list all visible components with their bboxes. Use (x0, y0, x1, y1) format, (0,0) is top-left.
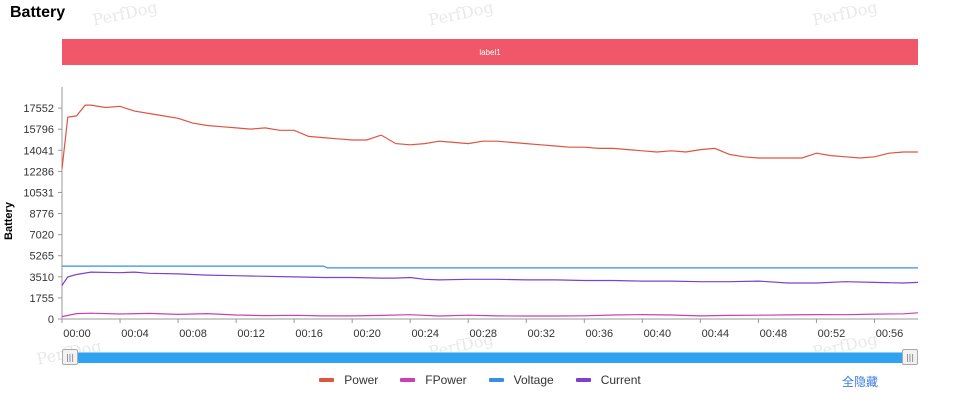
slider-track[interactable] (74, 352, 906, 363)
legend-swatch (400, 378, 416, 382)
y-tick-label: 8776 (30, 209, 54, 221)
page-title: Battery (10, 4, 66, 21)
series-line-voltage[interactable] (62, 265, 918, 269)
series-line-power[interactable] (61, 104, 918, 169)
label-band: label1 (62, 39, 918, 65)
x-tick-label: 00:28 (469, 328, 497, 340)
y-tick-label: 15796 (23, 124, 54, 136)
hide-all-link[interactable]: 全隐藏 (842, 375, 879, 389)
x-tick-label: 00:08 (179, 328, 207, 340)
time-range-slider[interactable]: ||| ||| (62, 349, 918, 365)
y-tick-label: 3510 (30, 272, 54, 284)
x-tick-label: 00:36 (586, 328, 614, 340)
legend-label: Current (600, 373, 641, 387)
legend-swatch (319, 378, 335, 382)
y-tick-label: 5265 (30, 251, 54, 263)
x-tick-label: 00:16 (295, 328, 323, 340)
series-line-current[interactable] (61, 271, 919, 286)
slider-left-handle[interactable]: ||| (62, 349, 78, 365)
y-tick-label: 1755 (30, 293, 54, 305)
x-tick-label: 00:40 (644, 328, 672, 340)
x-tick-label: 00:00 (63, 328, 91, 340)
legend-item-power[interactable]: Power (319, 373, 378, 387)
legend-item-fpower[interactable]: FPower (400, 373, 467, 387)
x-tick-label: 00:04 (121, 328, 149, 340)
legend-item-current[interactable]: Current (575, 373, 641, 387)
legend-label: Voltage (513, 373, 554, 387)
y-tick-label: 0 (48, 314, 54, 326)
legend-label: FPower (425, 373, 467, 387)
slider-right-handle[interactable]: ||| (902, 349, 918, 365)
y-tick-label: 10531 (23, 187, 54, 199)
y-tick-label: 14041 (23, 145, 54, 157)
x-tick-label: 00:48 (760, 328, 788, 340)
y-tick-label: 17552 (23, 103, 54, 115)
battery-chart: 0 1755 3510 5265 7020 8776 10531 12286 14041 1579… (23, 87, 919, 340)
x-tick-label: 00:32 (528, 328, 556, 340)
x-tick-label: 00:24 (411, 328, 439, 340)
legend-label: Power (344, 373, 379, 387)
x-tick-label: 00:56 (876, 328, 904, 340)
label-band-text: label1 (479, 47, 501, 57)
chart-legend: Power FPower Voltage Current (0, 373, 960, 387)
legend-swatch (575, 378, 591, 382)
series-line-fpower[interactable] (61, 312, 919, 318)
x-tick-label: 00:52 (818, 328, 846, 340)
y-axis-label: Battery (3, 202, 15, 240)
y-tick-label: 7020 (30, 230, 54, 242)
x-tick-label: 00:44 (702, 328, 730, 340)
x-tick-label: 00:12 (237, 328, 265, 340)
y-tick-label: 12286 (23, 166, 54, 178)
legend-swatch (488, 378, 504, 382)
legend-item-voltage[interactable]: Voltage (488, 373, 554, 387)
x-tick-label: 00:20 (353, 328, 381, 340)
